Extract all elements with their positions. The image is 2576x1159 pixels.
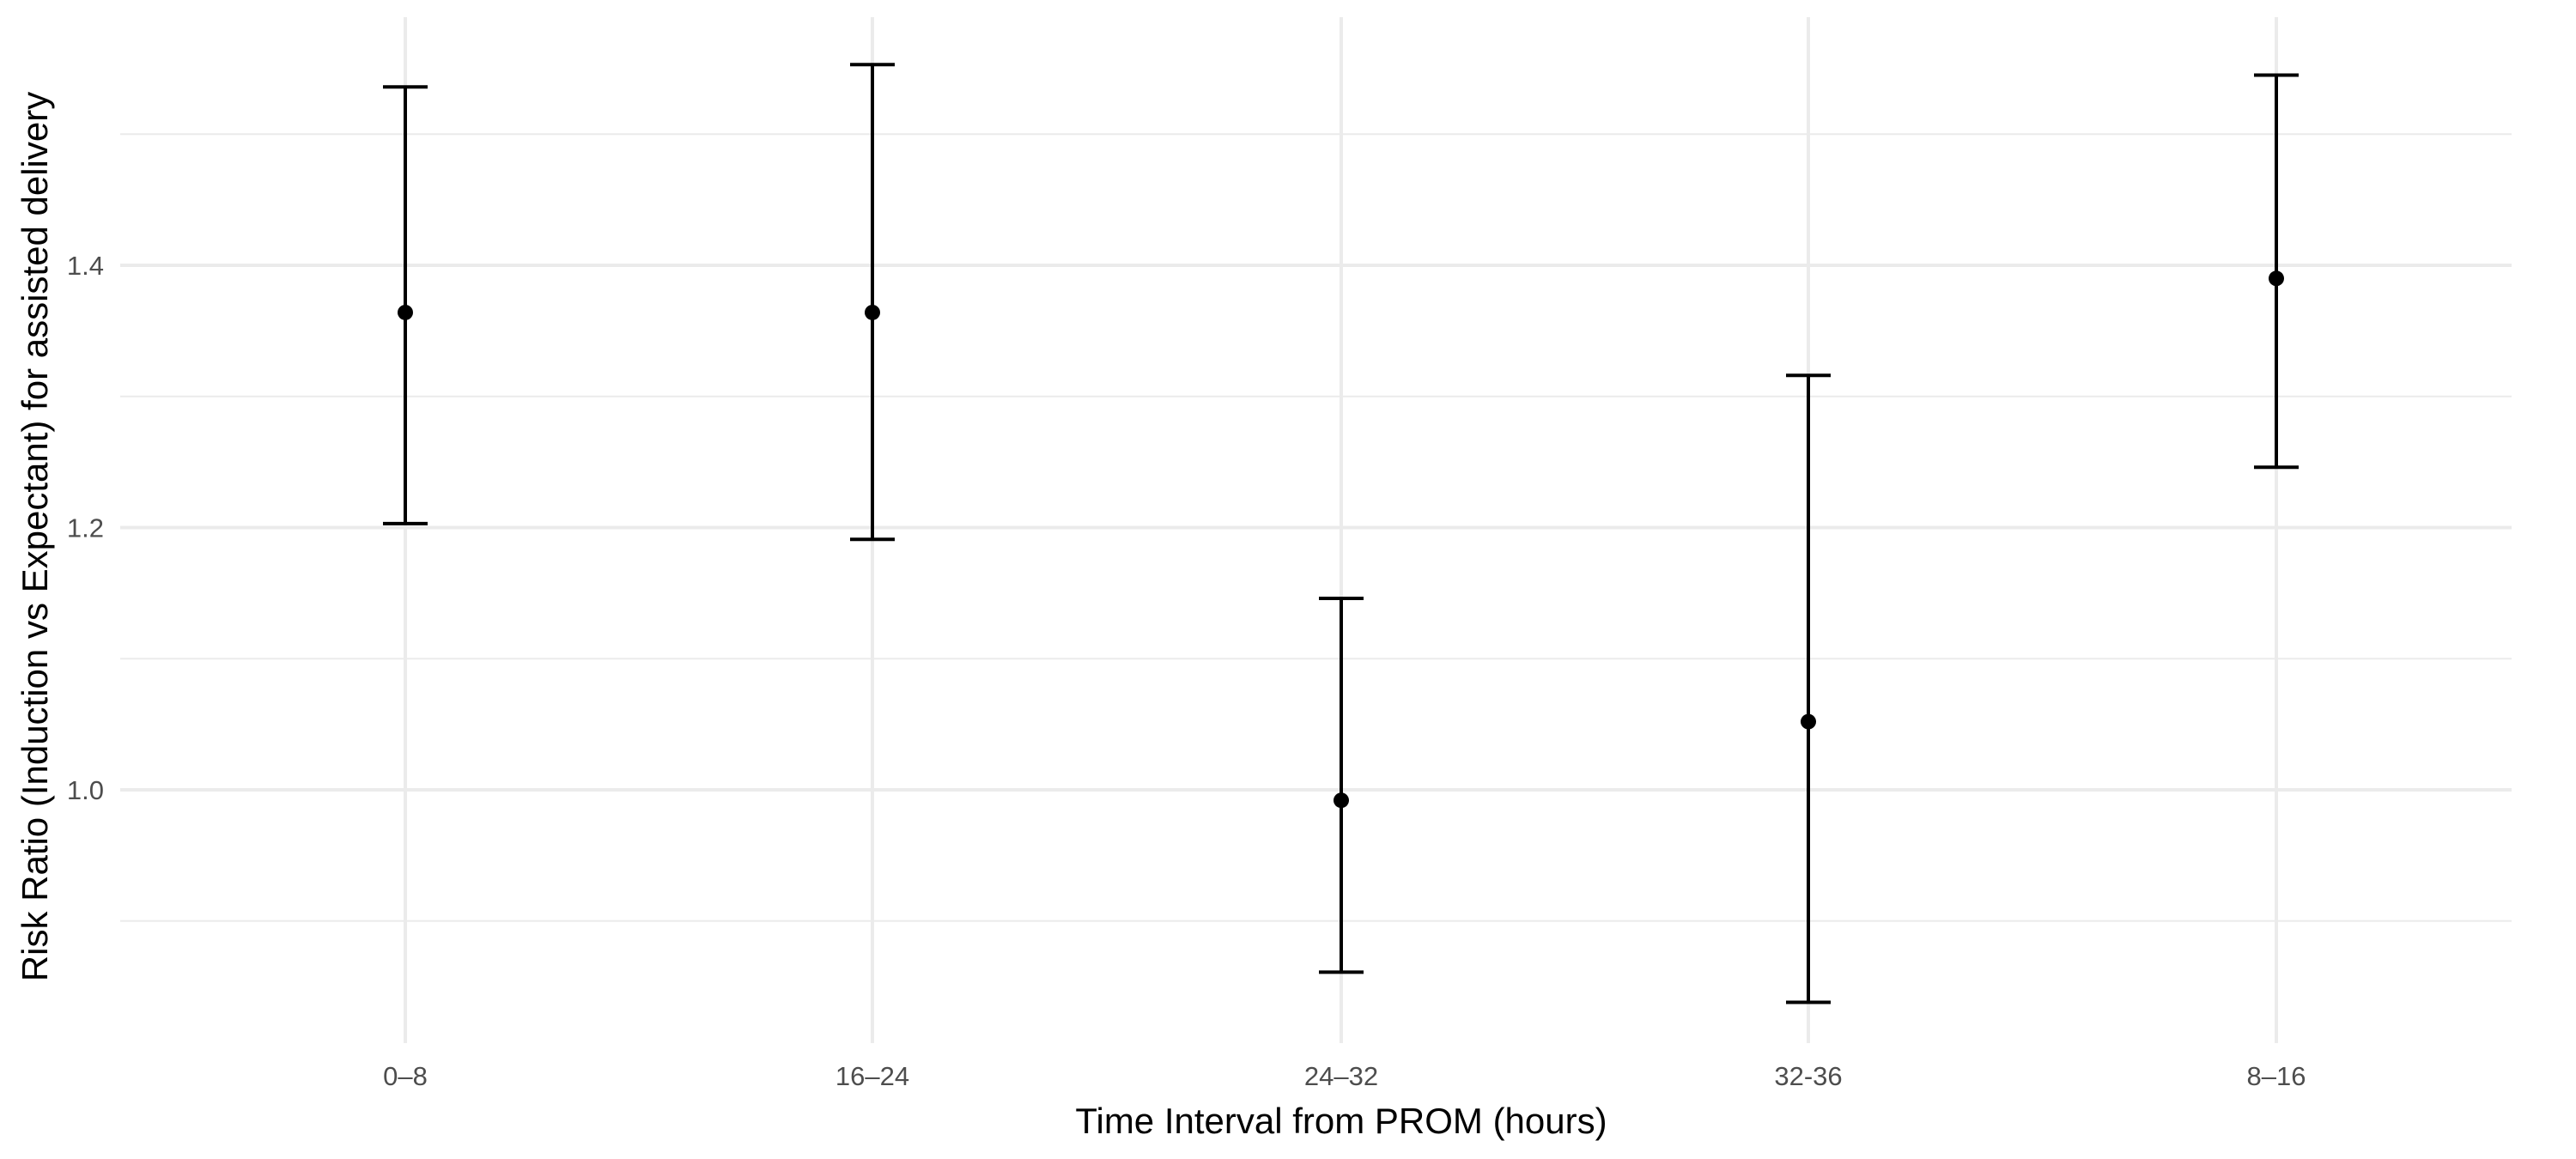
- data-point: [865, 304, 880, 320]
- error-bar-group: [2254, 73, 2299, 470]
- y-axis-ticks: 1.0 1.2 1.4: [67, 251, 104, 805]
- x-axis-ticks: 0–8 16–24 24–32 32-36 8–16: [383, 1061, 2306, 1091]
- x-tick-label: 32-36: [1774, 1061, 1842, 1091]
- x-tick-label: 0–8: [383, 1061, 428, 1091]
- data-point: [398, 304, 413, 320]
- y-tick-label: 1.2: [67, 513, 104, 543]
- data-marks: [383, 63, 2299, 1004]
- x-tick-label: 24–32: [1304, 1061, 1378, 1091]
- data-point: [1334, 792, 1349, 809]
- data-point: [1801, 713, 1816, 730]
- data-point: [2269, 270, 2284, 287]
- error-bar-group: [383, 85, 428, 525]
- grid: [120, 17, 2512, 1043]
- y-tick-label: 1.0: [67, 775, 104, 805]
- error-bar-group: [850, 63, 895, 542]
- x-tick-label: 16–24: [835, 1061, 909, 1091]
- y-tick-label: 1.4: [67, 251, 104, 281]
- x-axis-title: Time Interval from PROM (hours): [1075, 1101, 1607, 1141]
- error-bar-group: [1319, 596, 1364, 974]
- y-axis-title: Risk Ratio (Induction vs Expectant) for …: [15, 92, 55, 981]
- error-bar-group: [1786, 373, 1831, 1004]
- x-tick-label: 8–16: [2247, 1061, 2306, 1091]
